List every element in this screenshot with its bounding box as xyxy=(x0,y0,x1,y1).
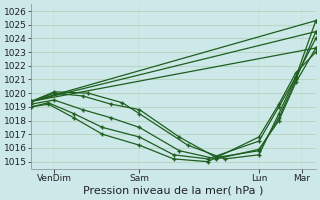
X-axis label: Pression niveau de la mer( hPa ): Pression niveau de la mer( hPa ) xyxy=(84,186,264,196)
